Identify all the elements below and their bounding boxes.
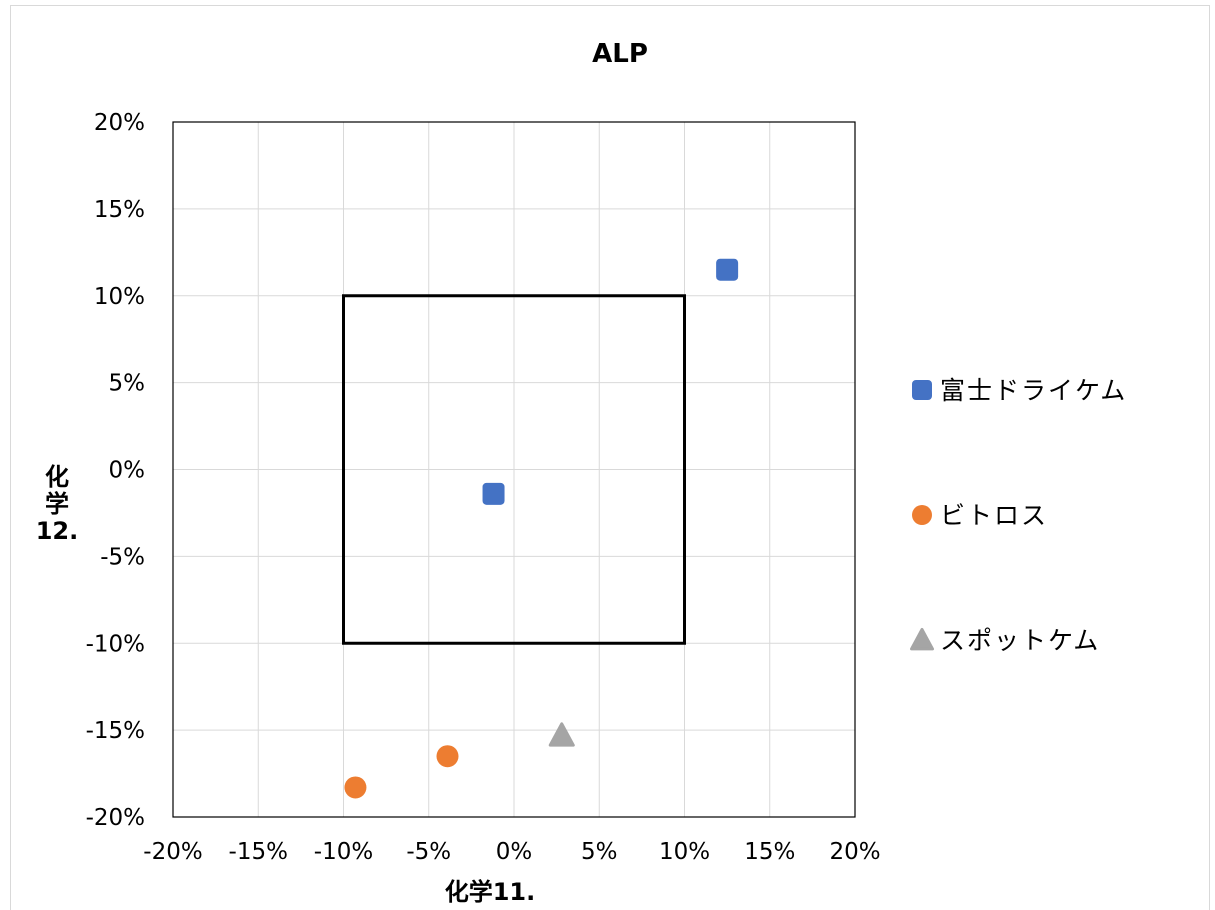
x-tick-label: 5% <box>581 839 618 865</box>
legend-marker-triangle <box>910 628 934 651</box>
data-point-circle <box>436 745 459 768</box>
plot-frame <box>172 121 856 818</box>
data-points <box>344 258 739 799</box>
legend-label: スポットケム <box>940 626 1100 655</box>
y-tick-label: 5% <box>109 371 146 397</box>
x-axis-title: 化学11. <box>445 878 536 906</box>
y-tick-label: 20% <box>94 110 145 136</box>
x-tick-label: 20% <box>829 839 880 865</box>
y-tick-label: 15% <box>94 197 145 223</box>
data-point-triangle <box>548 722 575 747</box>
y-axis-title-part: 学 <box>45 490 69 518</box>
acceptance-box-rect <box>342 294 686 645</box>
x-tick-label: -20% <box>143 839 202 865</box>
legend-item: 富士ドライケム <box>912 376 1127 405</box>
x-tick-label: 10% <box>659 839 710 865</box>
plot-border <box>172 121 856 818</box>
data-point-circle <box>344 776 367 799</box>
legend-label: 富士ドライケム <box>940 376 1127 405</box>
x-tick-label: -15% <box>229 839 288 865</box>
y-tick-label: -5% <box>100 544 145 570</box>
x-tick-label: 0% <box>496 839 533 865</box>
x-tick-label: -10% <box>314 839 373 865</box>
y-tick-label: -10% <box>86 631 145 657</box>
y-tick-label: -15% <box>86 718 145 744</box>
y-tick-labels: 20% 15% 10% 5% 0% -5% -10% -15% -20% <box>86 110 145 831</box>
y-tick-label: 10% <box>94 284 145 310</box>
y-axis-title-part: 12. <box>36 517 79 545</box>
x-tick-labels: -20% -15% -10% -5% 0% 5% 10% 15% 20% <box>143 839 880 865</box>
y-tick-label: -20% <box>86 805 145 831</box>
acceptance-box <box>342 294 686 645</box>
chart-area <box>10 5 1210 910</box>
legend-item: ビトロス <box>912 501 1048 530</box>
data-point-square <box>716 258 739 281</box>
legend-item: スポットケム <box>910 626 1100 655</box>
legend-marker-circle <box>912 505 932 525</box>
x-tick-label: 15% <box>744 839 795 865</box>
legend-label: ビトロス <box>940 501 1048 530</box>
data-point-square <box>482 482 505 505</box>
chart-title: ALP <box>592 39 648 69</box>
y-axis-title-part: 化 <box>45 463 69 491</box>
gridlines <box>172 121 856 818</box>
x-tick-label: -5% <box>406 839 451 865</box>
y-tick-label: 0% <box>109 458 146 484</box>
legend-marker-square <box>912 380 932 400</box>
